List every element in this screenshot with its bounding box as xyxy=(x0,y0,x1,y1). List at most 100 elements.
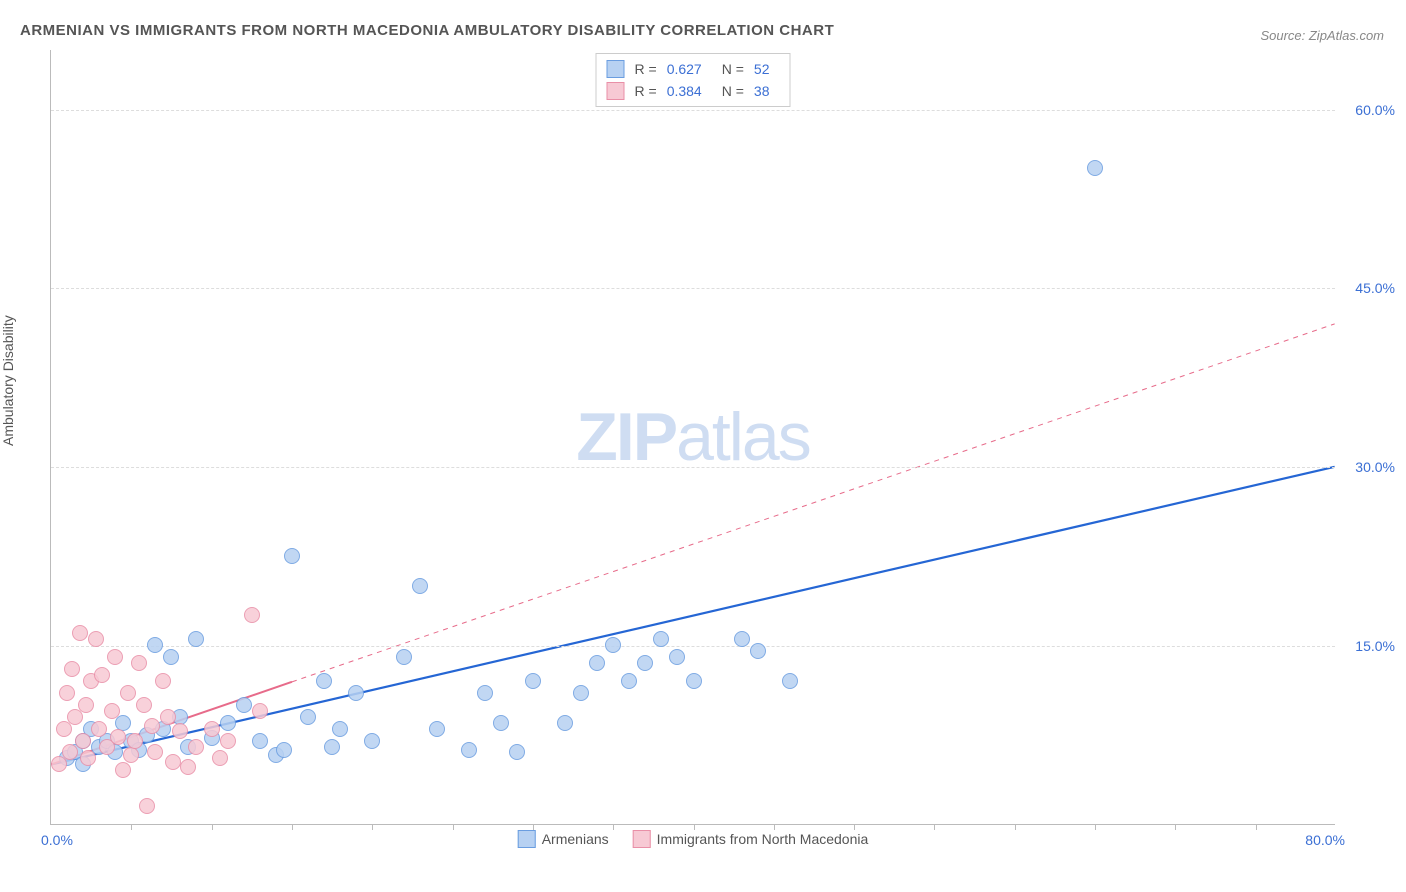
y-tick-label: 15.0% xyxy=(1340,638,1395,654)
scatter-point xyxy=(348,685,364,701)
y-tick-label: 30.0% xyxy=(1340,459,1395,475)
x-tick xyxy=(453,824,454,830)
scatter-point xyxy=(252,703,268,719)
legend-label: Immigrants from North Macedonia xyxy=(657,831,869,847)
x-tick xyxy=(854,824,855,830)
chart-title: ARMENIAN VS IMMIGRANTS FROM NORTH MACEDO… xyxy=(20,22,834,39)
source-attribution: Source: ZipAtlas.com xyxy=(1260,28,1384,43)
x-tick xyxy=(1015,824,1016,830)
x-tick xyxy=(533,824,534,830)
x-tick xyxy=(934,824,935,830)
scatter-point xyxy=(220,715,236,731)
stats-row: R = 0.627 N = 52 xyxy=(607,58,780,80)
scatter-point xyxy=(573,685,589,701)
gridline xyxy=(51,110,1335,111)
scatter-point xyxy=(172,723,188,739)
scatter-point xyxy=(557,715,573,731)
series-legend: Armenians Immigrants from North Macedonia xyxy=(518,830,869,848)
stat-r-value: 0.627 xyxy=(667,61,702,77)
x-tick xyxy=(212,824,213,830)
legend-item: Immigrants from North Macedonia xyxy=(633,830,869,848)
scatter-point xyxy=(91,721,107,737)
scatter-point xyxy=(493,715,509,731)
legend-item: Armenians xyxy=(518,830,609,848)
scatter-point xyxy=(144,718,160,734)
scatter-point xyxy=(1087,160,1103,176)
scatter-point xyxy=(332,721,348,737)
scatter-point xyxy=(669,649,685,665)
scatter-point xyxy=(72,625,88,641)
scatter-point xyxy=(120,685,136,701)
scatter-point xyxy=(88,631,104,647)
scatter-point xyxy=(136,697,152,713)
scatter-point xyxy=(123,747,139,763)
x-tick xyxy=(613,824,614,830)
plot-area: ZIPatlas R =0.627N =52R =0.384N =38 0.0%… xyxy=(50,50,1335,825)
scatter-point xyxy=(477,685,493,701)
x-tick xyxy=(372,824,373,830)
scatter-point xyxy=(64,661,80,677)
scatter-point xyxy=(188,631,204,647)
scatter-point xyxy=(653,631,669,647)
scatter-point xyxy=(212,750,228,766)
scatter-point xyxy=(147,637,163,653)
scatter-point xyxy=(204,721,220,737)
gridline xyxy=(51,467,1335,468)
scatter-point xyxy=(104,703,120,719)
scatter-point xyxy=(324,739,340,755)
x-tick xyxy=(774,824,775,830)
correlation-chart: ARMENIAN VS IMMIGRANTS FROM NORTH MACEDO… xyxy=(0,0,1406,892)
scatter-point xyxy=(155,673,171,689)
scatter-point xyxy=(637,655,653,671)
scatter-point xyxy=(525,673,541,689)
stat-n-value: 38 xyxy=(754,83,770,99)
scatter-point xyxy=(163,649,179,665)
gridline xyxy=(51,288,1335,289)
scatter-point xyxy=(180,759,196,775)
scatter-point xyxy=(461,742,477,758)
x-tick xyxy=(1256,824,1257,830)
x-axis-max-label: 80.0% xyxy=(1305,832,1345,848)
scatter-point xyxy=(236,697,252,713)
scatter-point xyxy=(115,762,131,778)
stats-legend: R = 0.627 N = 52 R = 0.384 N = 38 xyxy=(596,53,791,107)
scatter-point xyxy=(75,733,91,749)
stat-r-label: R = xyxy=(635,61,657,77)
scatter-point xyxy=(94,667,110,683)
scatter-point xyxy=(107,649,123,665)
scatter-point xyxy=(220,733,236,749)
scatter-point xyxy=(284,548,300,564)
scatter-point xyxy=(276,742,292,758)
scatter-point xyxy=(244,607,260,623)
x-tick xyxy=(131,824,132,830)
scatter-point xyxy=(80,750,96,766)
scatter-point xyxy=(160,709,176,725)
scatter-point xyxy=(110,729,126,745)
stat-r-value: 0.384 xyxy=(667,83,702,99)
scatter-point xyxy=(59,685,75,701)
stat-r-label: R = xyxy=(635,83,657,99)
scatter-point xyxy=(605,637,621,653)
x-tick xyxy=(1095,824,1096,830)
x-tick xyxy=(694,824,695,830)
series-swatch xyxy=(518,830,536,848)
scatter-point xyxy=(509,744,525,760)
scatter-point xyxy=(139,798,155,814)
scatter-point xyxy=(78,697,94,713)
scatter-point xyxy=(396,649,412,665)
stats-row: R = 0.384 N = 38 xyxy=(607,80,780,102)
stat-n-label: N = xyxy=(722,61,744,77)
y-tick-label: 45.0% xyxy=(1340,280,1395,296)
y-tick-label: 60.0% xyxy=(1340,102,1395,118)
stat-n-value: 52 xyxy=(754,61,770,77)
scatter-point xyxy=(62,744,78,760)
scatter-point xyxy=(734,631,750,647)
scatter-point xyxy=(364,733,380,749)
stat-n-label: N = xyxy=(722,83,744,99)
series-swatch xyxy=(633,830,651,848)
scatter-point xyxy=(412,578,428,594)
gridline xyxy=(51,646,1335,647)
y-axis-label: Ambulatory Disability xyxy=(0,315,16,446)
scatter-point xyxy=(686,673,702,689)
scatter-point xyxy=(782,673,798,689)
